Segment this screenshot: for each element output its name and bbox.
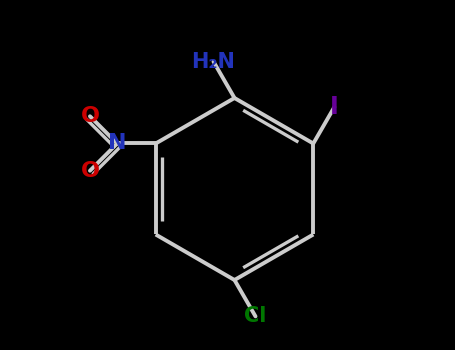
Text: O: O	[81, 161, 100, 181]
Text: I: I	[330, 95, 339, 119]
Text: Cl: Cl	[244, 306, 267, 326]
Text: O: O	[81, 106, 100, 126]
Text: N: N	[108, 133, 126, 154]
Text: H₂N: H₂N	[192, 52, 235, 72]
